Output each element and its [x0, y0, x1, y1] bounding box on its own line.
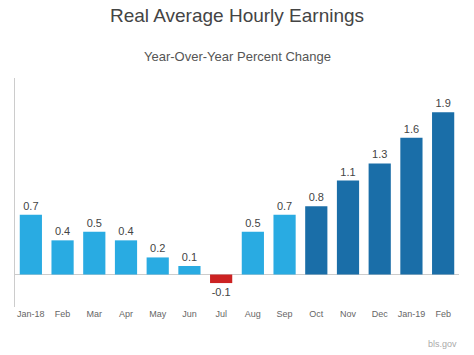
svg-text:Mar: Mar	[87, 309, 103, 319]
svg-text:0.7: 0.7	[23, 200, 38, 212]
svg-text:0.4: 0.4	[55, 225, 70, 237]
svg-text:1.3: 1.3	[372, 148, 387, 160]
svg-text:Apr: Apr	[119, 309, 133, 319]
svg-text:1.9: 1.9	[435, 97, 450, 109]
svg-text:Year-Over-Year Percent Change: Year-Over-Year Percent Change	[144, 49, 331, 64]
svg-text:Nov: Nov	[340, 309, 357, 319]
svg-text:0.1: 0.1	[182, 251, 197, 263]
svg-text:0.5: 0.5	[245, 217, 260, 229]
svg-text:Feb: Feb	[435, 309, 451, 319]
svg-text:Real Average Hourly Earnings: Real Average Hourly Earnings	[110, 5, 364, 26]
svg-text:Dec: Dec	[372, 309, 389, 319]
svg-text:0.4: 0.4	[118, 225, 133, 237]
svg-text:bls.gov: bls.gov	[428, 339, 457, 349]
svg-text:0.8: 0.8	[309, 191, 324, 203]
svg-text:0.7: 0.7	[277, 200, 292, 212]
svg-text:May: May	[149, 309, 167, 319]
svg-text:Sep: Sep	[277, 309, 293, 319]
svg-text:Jan-18: Jan-18	[17, 309, 45, 319]
svg-text:1.1: 1.1	[340, 166, 355, 178]
svg-text:Jan-19: Jan-19	[398, 309, 426, 319]
svg-text:1.6: 1.6	[404, 123, 419, 135]
svg-text:-0.1: -0.1	[212, 286, 231, 298]
svg-text:0.2: 0.2	[150, 242, 165, 254]
svg-text:Jun: Jun	[182, 309, 197, 319]
svg-text:Aug: Aug	[245, 309, 261, 319]
svg-text:Oct: Oct	[309, 309, 324, 319]
svg-text:Jul: Jul	[215, 309, 227, 319]
svg-text:Feb: Feb	[55, 309, 71, 319]
svg-text:0.5: 0.5	[87, 217, 102, 229]
